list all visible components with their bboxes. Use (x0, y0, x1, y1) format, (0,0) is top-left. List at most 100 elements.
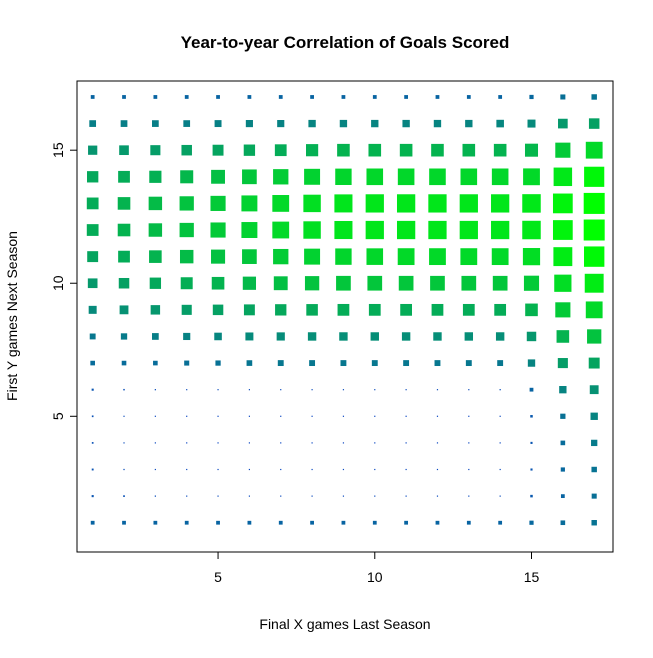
x-tick-label-15: 15 (524, 569, 540, 585)
cell-marker-x17-y12 (583, 219, 605, 241)
cell-marker-x8-y8 (307, 332, 317, 341)
cell-marker-x4-y3 (186, 468, 188, 471)
cell-marker-x7-y1 (278, 520, 283, 525)
cell-marker-x1-y10 (87, 278, 98, 289)
cell-marker-x9-y17 (341, 95, 346, 99)
cell-marker-x13-y10 (461, 275, 477, 291)
cell-marker-x11-y15 (399, 143, 413, 157)
cell-marker-x16-y12 (552, 220, 573, 240)
cell-marker-x15-y8 (526, 331, 537, 342)
cell-marker-x2-y15 (119, 145, 129, 156)
cell-marker-x13-y4 (468, 442, 470, 444)
cell-marker-x16-y15 (555, 142, 571, 158)
cell-marker-x12-y2 (436, 495, 439, 497)
cell-marker-x14-y17 (498, 95, 503, 99)
cell-marker-x10-y3 (374, 468, 376, 471)
cell-marker-x12-y1 (435, 520, 440, 525)
cell-marker-x13-y9 (462, 303, 475, 316)
cell-marker-x6-y6 (248, 389, 250, 391)
cell-marker-x4-y6 (186, 389, 188, 391)
cell-marker-x4-y10 (180, 277, 193, 290)
cell-marker-x4-y15 (181, 144, 192, 156)
chart-title: Year-to-year Correlation of Goals Scored (181, 33, 510, 52)
cell-marker-x7-y5 (280, 415, 282, 417)
cell-marker-x14-y14 (491, 168, 509, 186)
cell-marker-x2-y2 (123, 495, 125, 497)
y-tick-label-15: 15 (50, 142, 66, 158)
y-axis: 5 10 15 (50, 142, 78, 420)
cell-marker-x14-y7 (497, 360, 504, 367)
cell-marker-x13-y3 (468, 468, 470, 471)
cell-marker-x9-y1 (341, 520, 346, 525)
cell-marker-x15-y12 (522, 220, 541, 240)
cell-marker-x8-y9 (306, 304, 318, 316)
cell-marker-x9-y16 (339, 119, 348, 128)
cell-marker-x12-y17 (435, 95, 440, 99)
cell-marker-x15-y13 (522, 194, 541, 213)
cell-marker-x4-y5 (186, 415, 188, 417)
cell-marker-x7-y13 (272, 195, 290, 212)
cell-marker-x13-y16 (465, 119, 473, 128)
cell-marker-x1-y3 (91, 468, 94, 471)
cell-marker-x3-y13 (148, 196, 163, 211)
cell-marker-x5-y8 (214, 332, 222, 341)
cell-marker-x17-y10 (584, 273, 604, 293)
cell-marker-x10-y17 (372, 95, 377, 99)
cell-marker-x3-y6 (154, 389, 156, 391)
cell-marker-x10-y13 (365, 194, 384, 213)
cell-marker-x14-y9 (494, 303, 507, 316)
cell-marker-x8-y15 (306, 144, 319, 157)
cell-marker-x11-y6 (405, 389, 407, 391)
cell-marker-x3-y5 (154, 415, 156, 417)
cell-marker-x10-y15 (368, 143, 382, 157)
cell-marker-x9-y14 (335, 168, 352, 185)
cell-marker-x11-y5 (405, 415, 407, 417)
cell-marker-x1-y9 (88, 305, 97, 314)
cell-marker-x13-y12 (459, 220, 478, 240)
cell-marker-x3-y3 (154, 468, 156, 471)
cell-marker-x11-y3 (405, 468, 407, 471)
cell-marker-x14-y15 (493, 143, 507, 157)
y-tick-label-5: 5 (50, 412, 66, 420)
cell-marker-x15-y2 (530, 494, 533, 498)
cell-marker-x7-y11 (273, 248, 289, 265)
cell-marker-x14-y8 (495, 332, 505, 341)
cell-marker-x17-y3 (591, 466, 597, 473)
cell-marker-x17-y15 (585, 141, 603, 159)
cell-marker-x11-y7 (403, 360, 410, 367)
cell-marker-x6-y8 (245, 332, 254, 341)
cell-marker-x7-y8 (276, 332, 285, 341)
cell-marker-x9-y9 (337, 303, 350, 316)
cell-marker-x2-y7 (121, 360, 127, 366)
cell-marker-x3-y14 (149, 170, 162, 183)
cell-marker-x7-y4 (280, 442, 282, 444)
cell-marker-x7-y15 (274, 144, 287, 157)
cell-marker-x13-y8 (464, 332, 474, 341)
cell-marker-x1-y15 (88, 145, 98, 155)
cell-marker-x14-y2 (499, 495, 501, 497)
cell-marker-x5-y7 (215, 360, 221, 366)
cell-marker-x15-y16 (527, 119, 536, 128)
cell-marker-x16-y4 (560, 440, 566, 446)
cell-marker-x10-y8 (370, 332, 379, 341)
cell-marker-x8-y14 (304, 168, 321, 185)
cell-marker-x9-y12 (334, 220, 353, 240)
cell-marker-x16-y8 (556, 330, 570, 343)
cell-marker-x16-y3 (560, 467, 565, 472)
cell-marker-x3-y15 (150, 145, 161, 156)
cell-marker-x8-y1 (310, 520, 314, 525)
cell-marker-x7-y6 (280, 389, 282, 391)
cell-marker-x11-y8 (401, 332, 411, 341)
cell-marker-x1-y12 (86, 224, 99, 236)
cell-marker-x16-y14 (553, 167, 573, 187)
cell-marker-x11-y1 (404, 520, 409, 525)
cell-marker-x5-y3 (217, 468, 219, 471)
cell-marker-x7-y16 (277, 120, 285, 128)
cell-marker-x14-y6 (499, 389, 501, 391)
cell-marker-x7-y12 (272, 221, 290, 239)
cell-marker-x9-y4 (342, 442, 345, 444)
cell-marker-x17-y13 (583, 192, 605, 214)
cell-marker-x6-y2 (248, 495, 250, 497)
cell-marker-x3-y17 (153, 95, 158, 99)
cell-marker-x6-y14 (242, 169, 257, 185)
